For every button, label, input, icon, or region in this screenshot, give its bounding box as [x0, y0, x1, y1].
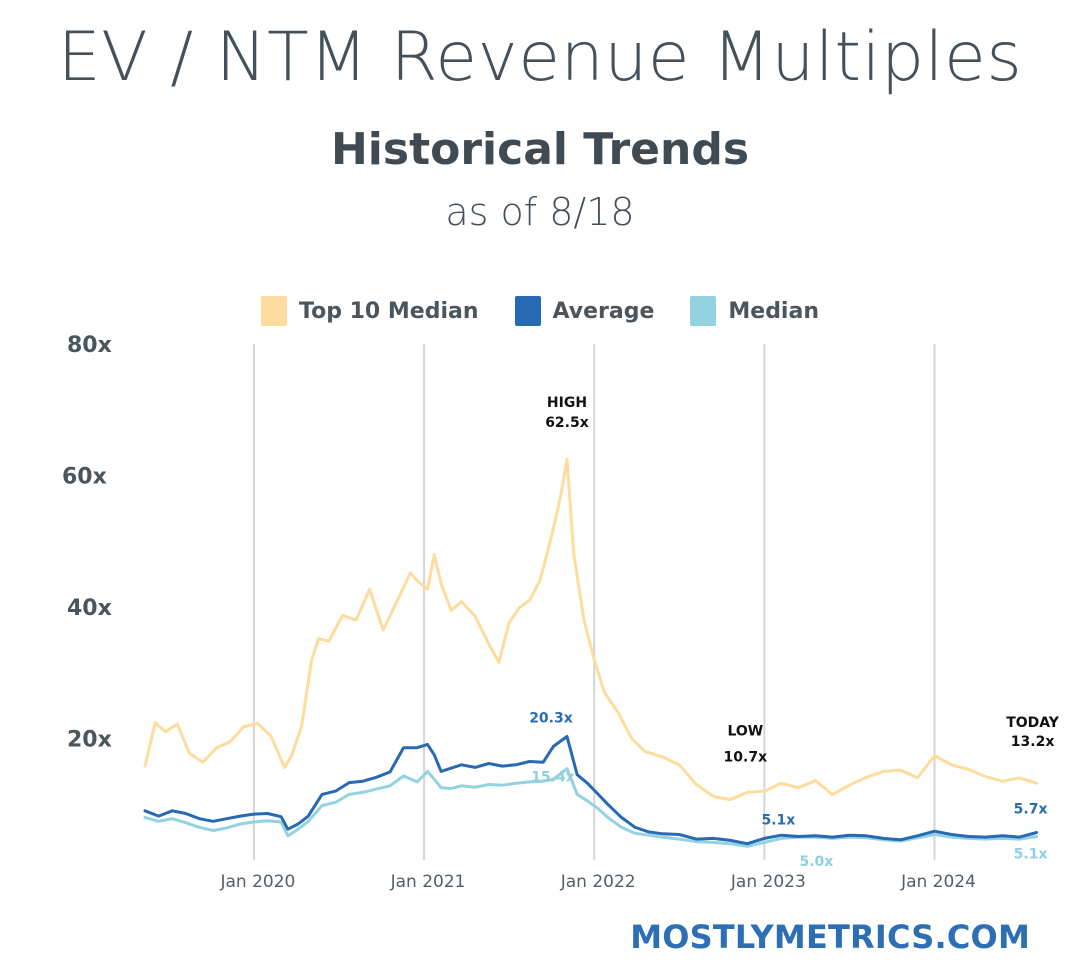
- x-tick-label: Jan 2021: [390, 872, 466, 892]
- y-tick-label: 60x: [62, 465, 107, 490]
- as-of-date: as of 8/18: [445, 190, 635, 234]
- annotation-low-value: 10.7x: [724, 750, 768, 766]
- annotation-med-today-value: 5.1x: [1014, 846, 1048, 862]
- annotation-avg-low-value: 5.1x: [761, 812, 795, 828]
- series-line-median: [143, 767, 1039, 848]
- legend-label-top10-median: Top 10 Median: [299, 298, 479, 324]
- chart-legend: Top 10 Median Average Median: [0, 296, 1080, 326]
- y-tick-label: 40x: [67, 596, 112, 621]
- annotation-med-high-value: 15.4x: [531, 770, 575, 786]
- annotation-avg-today-value: 5.7x: [1014, 802, 1048, 818]
- page-title: EV / NTM Revenue Multiples: [57, 18, 1023, 97]
- legend-swatch-top10-median: [261, 296, 287, 326]
- annotation-high-value: 62.5x: [545, 415, 589, 431]
- x-tick-label: Jan 2024: [900, 872, 976, 892]
- series-line-top-10-median: [143, 457, 1039, 802]
- legend-item-top10-median: Top 10 Median: [261, 296, 479, 326]
- x-tick-label: Jan 2020: [219, 872, 295, 892]
- legend-swatch-median: [690, 296, 717, 326]
- legend-label-median: Median: [728, 298, 819, 324]
- annotation-high-label: HIGH: [547, 395, 587, 411]
- annotation-low-label: LOW: [727, 724, 763, 740]
- legend-label-average: Average: [552, 298, 655, 324]
- footer-brand: MOSTLYMETRICS.COM: [630, 918, 1030, 956]
- legend-item-median: Median: [690, 296, 819, 326]
- page-subtitle: Historical Trends: [330, 124, 750, 175]
- annotation-avg-high-value: 20.3x: [529, 711, 573, 727]
- series-line-average: [143, 735, 1039, 846]
- legend-swatch-average: [514, 296, 541, 326]
- x-tick-label: Jan 2023: [730, 872, 806, 892]
- annotation-today-value: 13.2x: [1011, 734, 1055, 750]
- y-tick-label: 20x: [67, 728, 112, 753]
- legend-item-average: Average: [514, 296, 655, 326]
- annotation-today-label: TODAY: [1006, 715, 1060, 731]
- line-chart: Jan 2020 Jan 2021 Jan 2022 Jan 2023 Jan 2024…: [62, 333, 1060, 892]
- y-tick-label: 80x: [67, 333, 112, 358]
- annotation-med-low-value: 5.0x: [799, 854, 833, 870]
- x-tick-label: Jan 2022: [560, 872, 636, 892]
